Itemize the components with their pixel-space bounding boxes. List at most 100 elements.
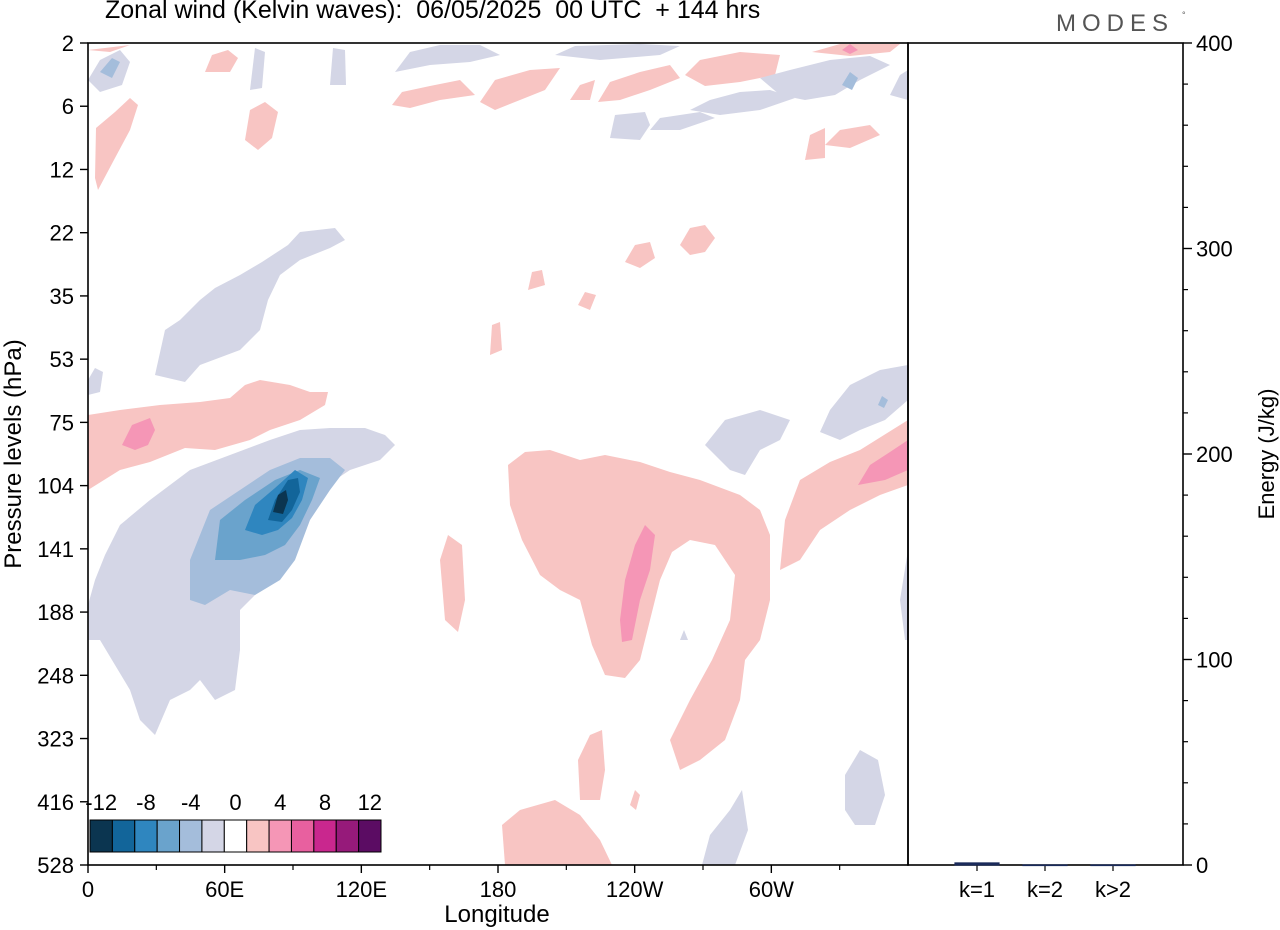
colorbar-swatch: [290, 819, 315, 853]
y-tick-label: 6: [62, 94, 74, 119]
y-tick-label: 248: [37, 663, 74, 688]
y-tick-label: 22: [50, 221, 74, 246]
y-tick-label: 188: [37, 600, 74, 625]
pos-speck-a: [630, 790, 640, 810]
energy-axis-label: Energy (J/kg): [1254, 389, 1279, 520]
energy-panel: 0 100 200 300 400 Energy (J/kg) k=1 k=2 k>2: [954, 31, 1279, 902]
x-tick-label: 180: [480, 877, 517, 902]
neg-top-edge: [890, 70, 908, 100]
energy-bar: [1022, 864, 1068, 867]
energy-tick-label: 300: [1196, 237, 1233, 262]
colorbar-swatch: [134, 819, 158, 853]
pos-band-central-pacific: [508, 450, 770, 770]
pos-top-b: [95, 98, 138, 190]
colorbar-label: -8: [136, 790, 156, 815]
y-axis-label: Pressure levels (hPa): [0, 339, 27, 568]
pos-top-a: [88, 45, 130, 52]
neg-top-e: [250, 48, 265, 90]
brand-logo: MODES: [1056, 10, 1175, 37]
colorbar-swatch: [358, 819, 382, 853]
pos-spot-upper-b: [625, 242, 655, 268]
pos-band-east: [780, 420, 908, 570]
energy-tick-label: 400: [1196, 31, 1233, 56]
main-plot-frame: [87, 42, 909, 866]
neg-top-l: [555, 44, 680, 60]
y-tick-label: 75: [50, 410, 74, 435]
pos-top-k: [598, 65, 680, 102]
energy-bar: [1090, 864, 1136, 867]
brand-registered-mark: °: [1182, 10, 1186, 20]
energy-bar: [954, 862, 1000, 866]
y-tick-label: 141: [37, 537, 74, 562]
pos-core-east: [858, 440, 908, 485]
colorbar-swatch: [223, 819, 248, 853]
colorbar-swatch: [201, 819, 225, 853]
x-axis-longitude: 0 60E 120E 180 120W 60W Longitude: [82, 865, 841, 928]
pos-top-m: [685, 52, 780, 86]
y-tick-label: 53: [50, 347, 74, 372]
colorbar-label: 0: [229, 790, 241, 815]
pos-lower-a: [578, 730, 605, 800]
x-tick-label: 120W: [606, 877, 664, 902]
pos-top-c: [245, 102, 278, 150]
pos-spot-dateline: [440, 535, 465, 632]
neg-lower-a: [702, 790, 748, 865]
pos-core-central-pacific: [620, 525, 655, 642]
x-tick-label: 60W: [749, 877, 794, 902]
y-tick-label: 528: [37, 853, 74, 878]
neg-top-r: [610, 112, 650, 140]
energy-plot-frame: [907, 42, 1184, 866]
pos-lower-dateline: [502, 800, 612, 865]
neg-core-min: [273, 490, 288, 514]
x-axis-label: Longitude: [444, 901, 549, 928]
neg-spot-west: [88, 368, 103, 395]
colorbar-label: 12: [358, 790, 382, 815]
energy-tick-label: 100: [1196, 648, 1233, 673]
neg-top-f: [330, 48, 346, 85]
energy-tick-label: 0: [1196, 853, 1208, 878]
y-tick-label: 416: [37, 790, 74, 815]
pos-band-upper: [88, 380, 328, 490]
pos-top-q-core: [842, 44, 858, 54]
neg-speck-a: [680, 630, 688, 640]
neg-spot-east-a: [705, 410, 790, 475]
y-tick-label: 2: [62, 31, 74, 56]
y-tick-label: 12: [50, 157, 74, 182]
colorbar-label: -4: [181, 790, 201, 815]
pos-top-u: [825, 125, 880, 148]
energy-category-label: k=1: [959, 877, 995, 902]
y-tick-label: 35: [50, 284, 74, 309]
colorbar-swatch: [179, 819, 203, 853]
colorbar-label: 4: [274, 790, 286, 815]
neg-top-a-core: [100, 58, 120, 78]
neg-edge-mid: [900, 550, 908, 640]
pos-spot-upper: [122, 418, 155, 450]
neg-band-stratosphere: [155, 228, 345, 382]
neg-spot-east-b: [820, 365, 908, 440]
chart-title: Zonal wind (Kelvin waves): 06/05/2025 00…: [105, 0, 761, 24]
x-tick-label: 60E: [205, 877, 244, 902]
y-axis-pressure: 2 6 12 22 35 53 75 104 141 188 248 323 416 528 Pressur…: [0, 31, 88, 878]
x-tick-label: 0: [82, 877, 94, 902]
colorbar-swatch: [313, 819, 337, 853]
neg-top-p-core: [842, 72, 858, 90]
x-tick-label: 120E: [336, 877, 387, 902]
colorbar-label: 8: [319, 790, 331, 815]
neg-top-s: [650, 112, 715, 130]
neg-top-n: [690, 90, 795, 115]
pos-top-t: [805, 128, 825, 160]
colorbar-label: -12: [85, 790, 117, 815]
y-tick-label: 104: [37, 474, 74, 499]
neg-lower-b: [845, 750, 885, 825]
colorbar-swatch: [89, 819, 113, 853]
energy-category-label: k>2: [1095, 877, 1131, 902]
neg-core-east-b: [878, 396, 888, 408]
wind-field: [88, 44, 908, 865]
y-tick-label: 323: [37, 727, 74, 752]
pos-spot-upper-c: [528, 270, 545, 290]
neg-top-p: [760, 56, 890, 100]
pos-spot-upper-e: [490, 322, 502, 355]
colorbar: -12 -8 -4 0 4 8 12: [85, 790, 382, 853]
pos-top-h: [392, 80, 475, 108]
